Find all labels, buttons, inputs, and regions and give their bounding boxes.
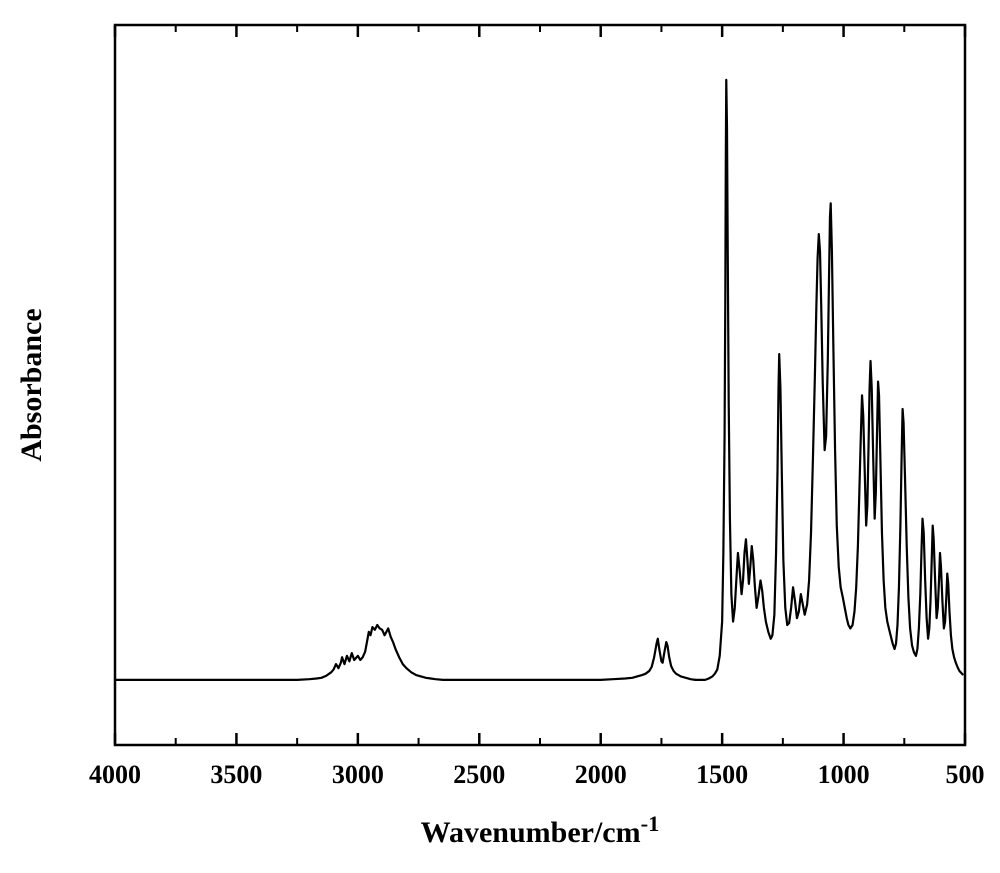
svg-text:3000: 3000 xyxy=(332,760,384,789)
svg-text:2500: 2500 xyxy=(453,760,505,789)
svg-text:500: 500 xyxy=(946,760,985,789)
svg-text:2000: 2000 xyxy=(575,760,627,789)
ir-spectrum-chart: 4000 3500 3000 2500 2000 1500 1000 500 Absorban… xyxy=(0,0,1000,868)
svg-text:4000: 4000 xyxy=(89,760,141,789)
y-axis-label: Absorbance xyxy=(15,308,49,461)
svg-text:3500: 3500 xyxy=(210,760,262,789)
chart-svg: 4000 3500 3000 2500 2000 1500 1000 500 xyxy=(0,0,1000,868)
x-axis-label-sup: -1 xyxy=(641,811,660,836)
svg-text:1500: 1500 xyxy=(696,760,748,789)
x-axis-label-main: Wavenumber/cm xyxy=(421,816,641,849)
x-axis-label: Wavenumber/cm-1 xyxy=(421,811,660,850)
y-axis-label-text: Absorbance xyxy=(15,308,48,461)
svg-text:1000: 1000 xyxy=(818,760,870,789)
